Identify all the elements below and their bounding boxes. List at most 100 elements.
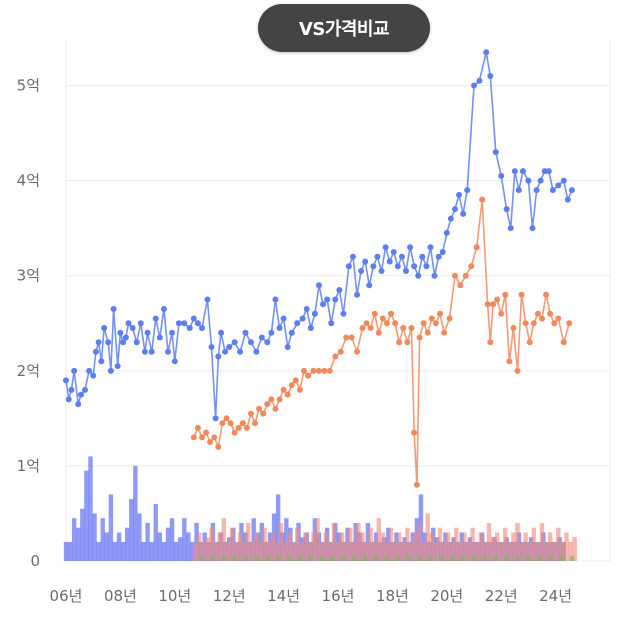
price-point bbox=[394, 263, 401, 270]
volume-bar bbox=[243, 556, 248, 561]
price-point bbox=[223, 415, 230, 422]
price-point bbox=[190, 434, 197, 441]
price-point bbox=[260, 410, 267, 417]
price-line bbox=[193, 199, 570, 485]
volume-bar bbox=[395, 556, 401, 561]
price-point bbox=[156, 334, 163, 341]
volume-bar bbox=[297, 556, 303, 561]
volume-bar bbox=[504, 556, 509, 561]
price-point bbox=[199, 325, 205, 332]
volume-bar bbox=[494, 532, 500, 561]
price-point bbox=[363, 320, 370, 327]
price-point bbox=[518, 291, 525, 298]
price-point bbox=[547, 310, 554, 317]
volume-bar bbox=[413, 532, 418, 561]
price-point bbox=[211, 434, 218, 441]
vs-compare-button[interactable]: VS가격비교 bbox=[258, 4, 430, 52]
volume-bar bbox=[165, 527, 171, 561]
price-point bbox=[110, 306, 117, 313]
price-point bbox=[272, 405, 279, 412]
volume-bar bbox=[213, 541, 218, 561]
price-point bbox=[203, 429, 210, 436]
price-point bbox=[375, 329, 382, 336]
price-point bbox=[310, 367, 317, 374]
price-point bbox=[272, 296, 279, 303]
price-point bbox=[560, 339, 567, 346]
price-point bbox=[252, 420, 259, 427]
volume-bar bbox=[470, 527, 475, 561]
price-point bbox=[435, 253, 442, 260]
price-point bbox=[498, 172, 505, 179]
price-point bbox=[549, 187, 556, 194]
price-point bbox=[533, 187, 540, 194]
volume-bar bbox=[129, 499, 134, 561]
price-point bbox=[340, 310, 347, 317]
x-tick-label: 06년 bbox=[50, 587, 83, 605]
price-point bbox=[294, 320, 301, 327]
volume-bar bbox=[462, 532, 467, 561]
volume-bar bbox=[339, 532, 345, 561]
volume-bar bbox=[406, 556, 411, 561]
price-point bbox=[268, 329, 275, 336]
volume-bar bbox=[356, 522, 361, 561]
volume-bar bbox=[460, 556, 466, 561]
price-point bbox=[280, 386, 287, 393]
volume-bar bbox=[284, 518, 289, 561]
volume-bar bbox=[251, 518, 256, 561]
volume-bar bbox=[319, 556, 324, 561]
volume-bar bbox=[503, 527, 508, 561]
price-point bbox=[148, 348, 155, 355]
price-point bbox=[371, 310, 378, 317]
price-point bbox=[231, 429, 238, 436]
price-point bbox=[539, 315, 545, 322]
volume-bar bbox=[401, 541, 406, 561]
volume-bar bbox=[173, 541, 179, 561]
volume-bar bbox=[311, 532, 316, 561]
x-tick-label: 16년 bbox=[322, 587, 355, 605]
volume-bar bbox=[392, 541, 398, 561]
volume-bar bbox=[405, 527, 410, 561]
price-point bbox=[388, 310, 395, 317]
volume-bars bbox=[63, 456, 577, 561]
price-point bbox=[487, 73, 494, 80]
price-point bbox=[367, 325, 374, 332]
volume-bar bbox=[237, 532, 243, 561]
price-point bbox=[82, 386, 89, 393]
volume-bar bbox=[384, 541, 390, 561]
price-point bbox=[219, 420, 226, 427]
volume-bar bbox=[76, 527, 81, 561]
volume-bar bbox=[397, 532, 402, 561]
volume-bar bbox=[471, 556, 477, 561]
price-point bbox=[247, 410, 254, 417]
price-point bbox=[564, 196, 571, 203]
price-point bbox=[226, 344, 233, 351]
price-point bbox=[514, 367, 521, 374]
volume-bar bbox=[323, 532, 328, 561]
price-point bbox=[366, 282, 373, 289]
volume-bar bbox=[547, 532, 553, 561]
price-point bbox=[415, 272, 422, 279]
price-point bbox=[242, 329, 249, 336]
y-tick-label: 0 bbox=[30, 552, 40, 570]
price-point bbox=[276, 396, 283, 403]
volume-bar bbox=[88, 456, 93, 561]
volume-bar bbox=[67, 541, 73, 561]
volume-bar bbox=[558, 556, 564, 561]
volume-bar bbox=[201, 541, 206, 561]
price-point bbox=[494, 296, 501, 303]
price-point bbox=[258, 334, 265, 341]
x-tick-label: 18년 bbox=[376, 587, 409, 605]
volume-bar bbox=[153, 503, 158, 561]
volume-bar bbox=[84, 470, 89, 561]
price-point bbox=[473, 244, 480, 251]
price-point bbox=[530, 320, 537, 327]
volume-bar bbox=[250, 541, 255, 561]
price-point bbox=[456, 191, 463, 198]
volume-bar bbox=[409, 541, 414, 561]
x-tick-label: 22년 bbox=[485, 587, 518, 605]
volume-bar bbox=[454, 527, 459, 561]
price-point bbox=[555, 182, 562, 189]
volume-bar bbox=[493, 556, 498, 561]
price-point bbox=[284, 391, 291, 398]
price-point bbox=[529, 225, 536, 232]
